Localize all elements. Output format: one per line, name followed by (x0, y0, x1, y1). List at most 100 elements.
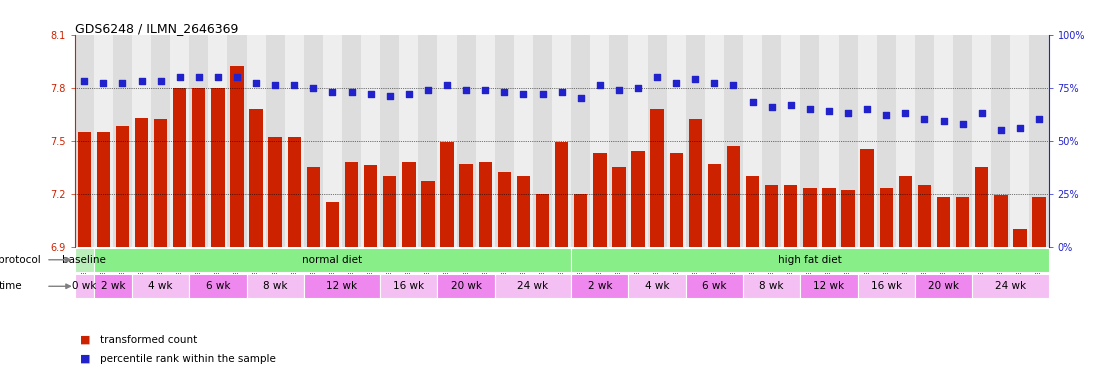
Bar (361, 35, 380, 247)
Point (572, 95, 590, 101)
Bar (173, 88, 187, 247)
Bar (861, 149, 874, 247)
Bar (132, 274, 189, 298)
Text: baseline: baseline (63, 255, 107, 265)
Bar (247, 35, 266, 247)
Bar (75, 248, 93, 272)
Point (629, 84, 647, 91)
Bar (804, 188, 817, 247)
Point (859, 106, 876, 112)
Bar (170, 35, 189, 247)
Point (610, 87, 628, 93)
Bar (380, 274, 437, 298)
Text: 8 wk: 8 wk (760, 281, 784, 291)
Bar (304, 274, 380, 298)
Bar (822, 188, 836, 247)
Bar (975, 167, 988, 247)
Text: 24 wk: 24 wk (517, 281, 549, 291)
Text: 6 wk: 6 wk (205, 281, 231, 291)
Bar (688, 119, 702, 247)
Bar (708, 164, 721, 247)
Bar (898, 176, 912, 247)
Text: 8 wk: 8 wk (262, 281, 288, 291)
Point (247, 80, 265, 86)
Bar (231, 66, 244, 247)
Text: 16 wk: 16 wk (871, 281, 901, 291)
Bar (724, 35, 743, 247)
Bar (631, 151, 645, 247)
Point (209, 74, 226, 80)
Bar (937, 197, 950, 247)
Point (591, 82, 608, 88)
Bar (991, 35, 1010, 247)
Bar (956, 197, 970, 247)
Bar (437, 35, 457, 247)
Point (113, 80, 131, 86)
Bar (269, 137, 282, 247)
Bar (495, 35, 514, 247)
Bar (609, 35, 628, 247)
Bar (686, 35, 705, 247)
Bar (189, 274, 247, 298)
Bar (743, 35, 762, 247)
Bar (536, 194, 549, 247)
Bar (93, 274, 132, 298)
Bar (839, 35, 858, 247)
Text: ■: ■ (80, 354, 91, 364)
Point (1030, 116, 1047, 122)
Bar (819, 35, 839, 247)
Point (553, 89, 571, 95)
Point (1011, 125, 1029, 131)
Bar (554, 142, 569, 247)
Point (152, 78, 169, 84)
Point (897, 110, 915, 116)
Bar (437, 274, 495, 298)
Point (419, 87, 437, 93)
Bar (762, 35, 782, 247)
Bar (440, 142, 453, 247)
Bar (666, 35, 686, 247)
Point (343, 89, 360, 95)
Bar (918, 185, 931, 247)
Point (993, 127, 1010, 133)
Point (495, 89, 513, 95)
Bar (574, 194, 587, 247)
Bar (78, 132, 91, 247)
Bar (459, 164, 473, 247)
Bar (152, 35, 170, 247)
Bar (876, 35, 896, 247)
Point (515, 91, 533, 97)
Bar (727, 146, 740, 247)
Text: GDS6248 / ILMN_2646369: GDS6248 / ILMN_2646369 (75, 22, 238, 35)
Bar (1032, 197, 1045, 247)
Point (400, 91, 417, 97)
Point (267, 82, 284, 88)
Text: protocol: protocol (0, 255, 41, 265)
Bar (422, 181, 435, 247)
Bar (628, 274, 686, 298)
Bar (571, 248, 1049, 272)
Bar (475, 35, 495, 247)
Bar (154, 119, 167, 247)
Bar (306, 167, 320, 247)
Point (668, 80, 685, 86)
Bar (800, 35, 819, 247)
Bar (648, 35, 666, 247)
Bar (514, 35, 533, 247)
Bar (858, 274, 915, 298)
Bar (670, 153, 683, 247)
Bar (879, 188, 893, 247)
Bar (994, 195, 1008, 247)
Bar (363, 165, 378, 247)
Bar (323, 35, 341, 247)
Text: percentile rank within the sample: percentile rank within the sample (100, 354, 276, 364)
Bar (552, 35, 571, 247)
Bar (418, 35, 437, 247)
Point (877, 112, 895, 118)
Bar (896, 35, 915, 247)
Point (763, 104, 781, 110)
Bar (841, 190, 854, 247)
Point (534, 91, 551, 97)
Bar (97, 132, 110, 247)
Point (973, 110, 990, 116)
